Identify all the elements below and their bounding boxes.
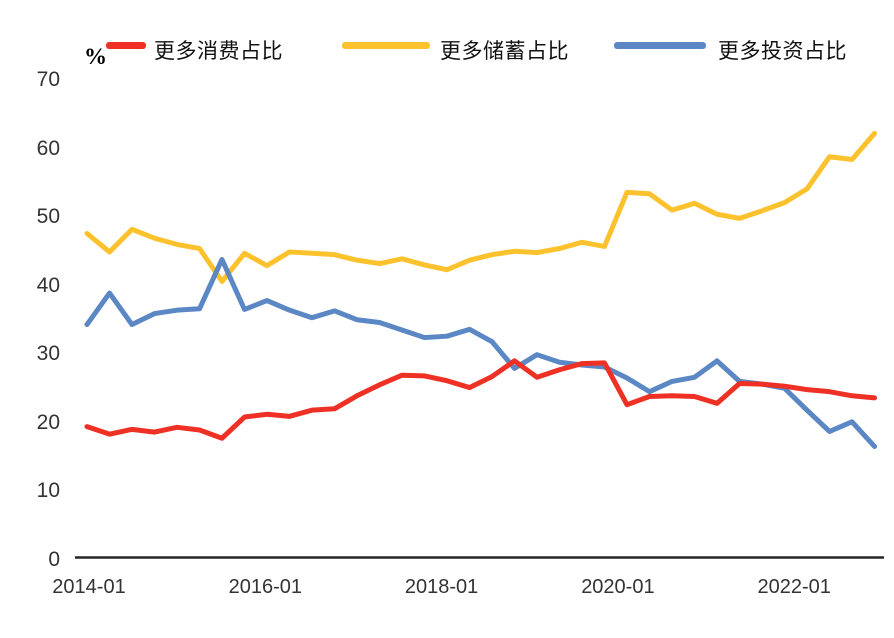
y-tick-label: 60 [36,136,60,160]
legend-label-consumption: 更多消费占比 [154,40,283,63]
y-tick-label: 50 [36,205,60,228]
legend-label-investment: 更多投资占比 [718,40,847,63]
x-tick-label: 2014-01 [52,576,126,598]
y-tick-label: 70 [36,68,60,91]
consumption-line-swatch [106,42,146,49]
x-tick-label: 2016-01 [228,576,302,598]
x-tick-label: 2020-01 [581,576,655,598]
y-tick-label: 20 [36,410,60,434]
y-tick-label: 40 [36,273,60,297]
x-tick-label: 2018-01 [404,576,479,598]
y-tick-label: 30 [36,342,60,365]
series-line-2 [84,256,877,449]
x-tick-label: 2022-01 [757,576,831,598]
investment-line-swatch [614,42,706,49]
series-line-1 [84,130,877,284]
legend-label-savings: 更多储蓄占比 [440,40,569,63]
series-line-0 [84,358,877,441]
y-axis-unit-label: % [84,44,107,69]
y-tick-label: 0 [48,547,60,571]
y-tick-label: 10 [36,479,60,502]
savings-line-swatch [342,42,430,49]
